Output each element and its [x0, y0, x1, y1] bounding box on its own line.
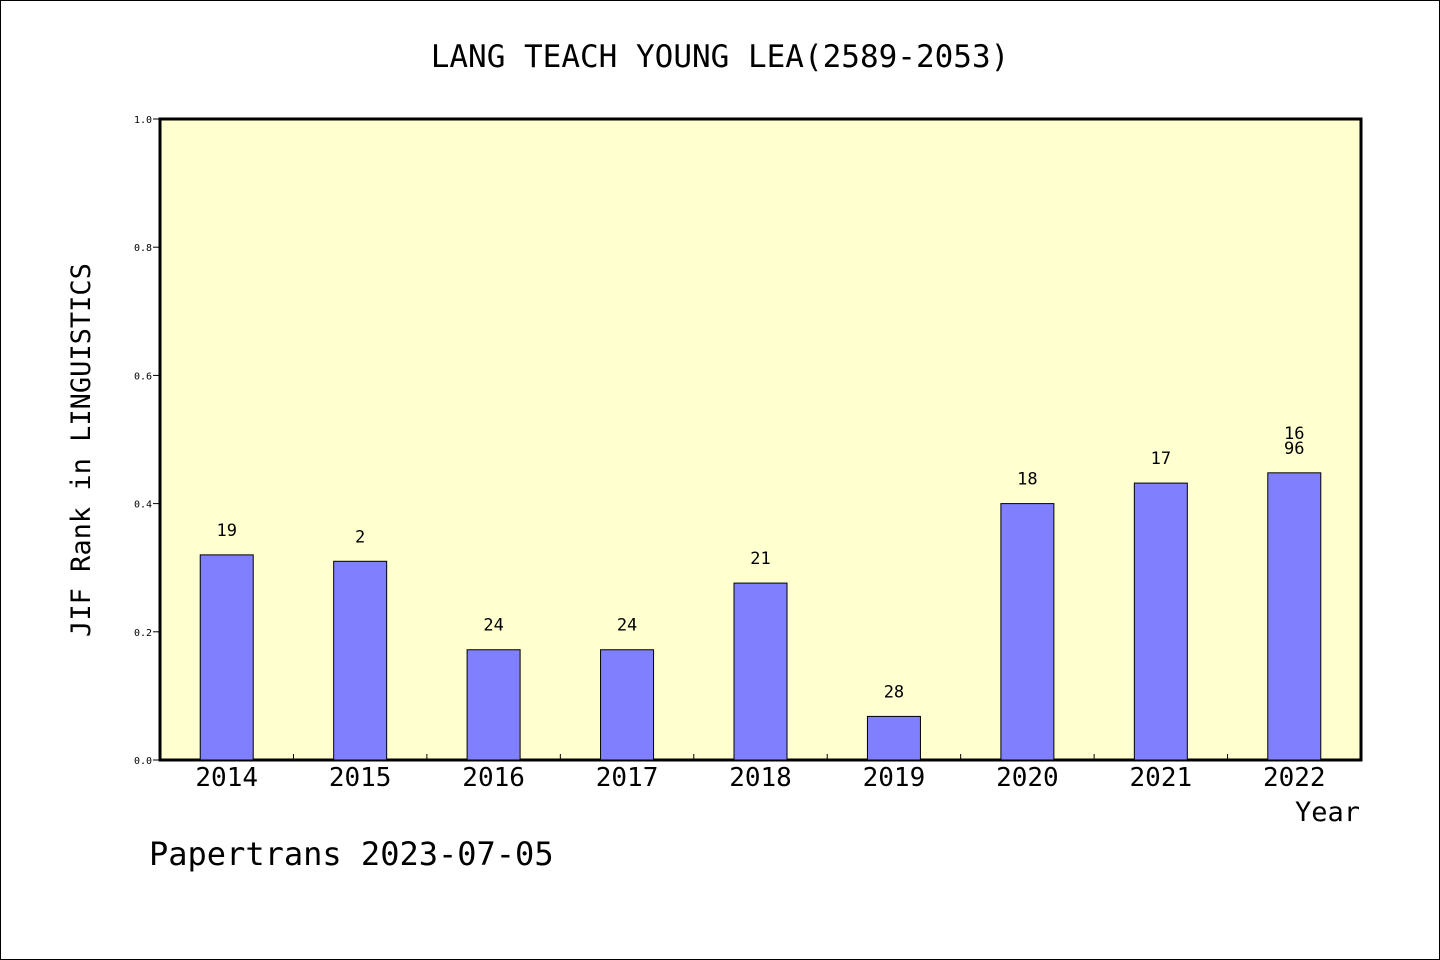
- bar-2018: [733, 582, 788, 761]
- bar-data-label: 2: [355, 527, 365, 547]
- y-tick-label: 0.8: [134, 243, 152, 254]
- bar-data-label: 21: [750, 549, 770, 569]
- bar-data-label: 24: [617, 616, 637, 636]
- x-tick-label: 2015: [329, 763, 392, 793]
- y-tick-label: 1.0: [134, 115, 152, 126]
- bar-2020: [1000, 503, 1055, 761]
- y-tick-label: 0.2: [134, 628, 152, 639]
- bar-2014: [199, 554, 254, 761]
- x-tick-label: 2019: [863, 763, 926, 793]
- bar-2015: [333, 560, 388, 761]
- x-axis: 2014 2015 2016 2017 2018 2019 2020 2021 2022: [195, 754, 1326, 793]
- x-tick-label: 2022: [1263, 763, 1326, 793]
- bar-data-label: 18: [1017, 470, 1037, 490]
- x-axis-label: Year: [1295, 797, 1360, 828]
- chart-title: LANG TEACH YOUNG LEA(2589-2053): [431, 39, 1010, 75]
- bar-data-label: 24: [483, 616, 503, 636]
- bar-data-label: 19: [216, 521, 236, 541]
- bar-2021: [1133, 482, 1188, 761]
- bar-2016: [466, 649, 521, 761]
- x-tick-label: 2017: [596, 763, 659, 793]
- bar-2017: [600, 649, 655, 761]
- bar-2019: [866, 715, 921, 761]
- bar-data-label: 96: [1284, 439, 1304, 459]
- y-tick-label: 0.0: [134, 756, 152, 767]
- bar-data-label: 28: [884, 682, 904, 702]
- y-tick-label: 0.6: [134, 371, 152, 382]
- footer-credit: Papertrans 2023-07-05: [149, 835, 554, 873]
- x-tick-label: 2014: [195, 763, 258, 793]
- y-axis-label: JIF Rank in LINGUISTICS: [66, 263, 97, 637]
- x-tick-label: 2018: [729, 763, 792, 793]
- bar-2022: [1267, 472, 1322, 761]
- x-tick-label: 2021: [1130, 763, 1193, 793]
- x-tick-label: 2020: [996, 763, 1059, 793]
- y-axis: 0.0 0.2 0.4 0.6 0.8 1.0: [134, 115, 160, 767]
- x-tick-label: 2016: [462, 763, 525, 793]
- bar-data-label: 17: [1151, 449, 1171, 469]
- bar-data-label: 16: [1284, 424, 1304, 444]
- y-tick-label: 0.4: [134, 500, 152, 511]
